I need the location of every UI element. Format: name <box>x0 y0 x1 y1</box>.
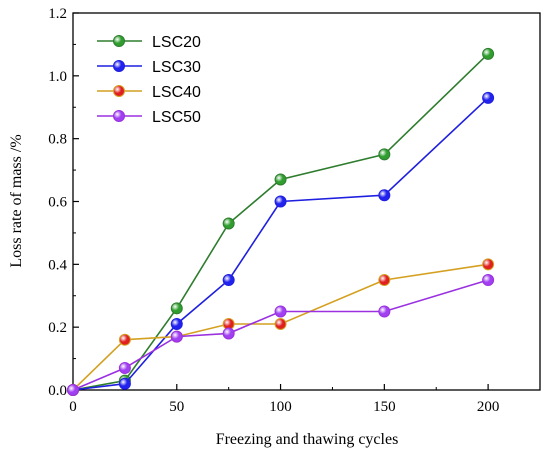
y-tick-label: 0.8 <box>48 132 67 148</box>
x-tick-label: 200 <box>477 399 500 415</box>
data-point-lsc20 <box>482 47 495 60</box>
x-axis-label: Freezing and thawing cycles <box>216 431 399 448</box>
legend-marker-lsc20 <box>113 35 125 47</box>
legend-label-lsc50: LSC50 <box>152 109 201 126</box>
data-point-lsc50 <box>67 384 79 396</box>
data-point-lsc30 <box>274 195 287 208</box>
data-point-lsc50 <box>170 330 183 343</box>
data-point-lsc30 <box>170 318 183 331</box>
data-point-lsc50 <box>378 305 391 318</box>
y-tick-label: 1.0 <box>48 69 67 85</box>
data-point-lsc50 <box>118 362 131 375</box>
legend-marker-lsc50 <box>113 110 125 122</box>
series-line-lsc50 <box>72 279 489 391</box>
legend-marker-lsc30 <box>113 60 125 72</box>
data-point-lsc30 <box>118 377 131 390</box>
x-tick-label: 0 <box>69 399 77 415</box>
data-point-lsc20 <box>170 302 183 315</box>
data-point-lsc20 <box>274 173 287 186</box>
data-point-lsc50 <box>222 327 235 340</box>
data-point-lsc50 <box>274 305 287 318</box>
y-tick-label: 0.2 <box>48 320 67 336</box>
y-tick-label: 0.4 <box>48 257 67 273</box>
legend-label-lsc40: LSC40 <box>152 84 201 101</box>
data-point-lsc30 <box>378 189 391 202</box>
legend: LSC20 LSC30 LSC40 LSC50 <box>97 34 201 126</box>
x-tick-label: 150 <box>373 399 396 415</box>
data-point-lsc40 <box>118 333 131 346</box>
y-tick-label: 0.6 <box>48 195 67 211</box>
data-point-lsc40 <box>274 318 287 331</box>
data-point-lsc20 <box>378 148 391 161</box>
series-line-lsc30 <box>72 97 489 391</box>
y-axis-label: Loss rate of mass /% <box>8 134 25 267</box>
data-point-lsc30 <box>222 274 235 287</box>
legend-label-lsc20: LSC20 <box>152 34 201 51</box>
data-point-lsc30 <box>482 91 495 104</box>
legend-marker-lsc40 <box>113 85 125 97</box>
plot-frame <box>72 12 541 391</box>
data-point-lsc40 <box>482 258 495 271</box>
data-point-lsc50 <box>482 274 495 287</box>
x-tick-label: 50 <box>169 399 184 415</box>
x-tick-label: 100 <box>269 399 292 415</box>
y-tick-label: 0.0 <box>48 383 67 399</box>
y-tick-label: 1.2 <box>48 6 67 22</box>
data-point-lsc20 <box>222 217 235 230</box>
data-point-lsc40 <box>378 274 391 287</box>
legend-label-lsc30: LSC30 <box>152 59 201 76</box>
